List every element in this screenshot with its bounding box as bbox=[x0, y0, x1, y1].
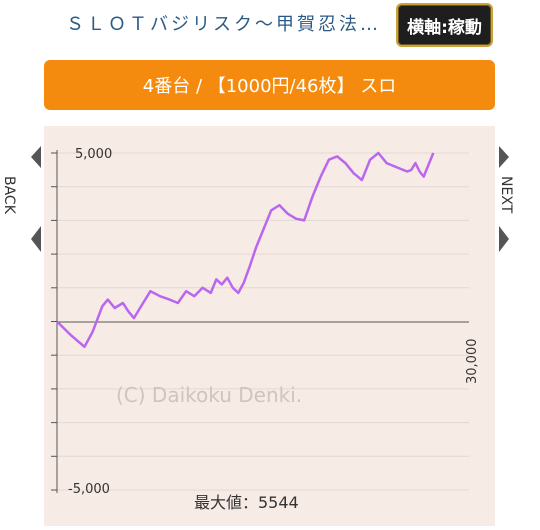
y-tick-label-bottom: -5,000 bbox=[68, 482, 110, 497]
y-tick-label-top: 5,000 bbox=[75, 147, 112, 162]
axis-toggle-button[interactable]: 横軸:稼動 bbox=[396, 3, 493, 47]
machine-banner: 4番台 / 【1000円/46枚】 スロ bbox=[44, 60, 495, 110]
next-arrow-top-icon[interactable] bbox=[499, 146, 509, 168]
next-arrow-bottom-icon[interactable] bbox=[499, 226, 509, 252]
x-tick-label: 30,000 bbox=[465, 339, 480, 385]
back-arrow-top-icon[interactable] bbox=[31, 146, 41, 168]
back-arrow-bottom-icon[interactable] bbox=[31, 226, 41, 252]
watermark: (C) Daikoku Denki. bbox=[116, 383, 302, 407]
chart-area bbox=[44, 126, 495, 526]
series-line bbox=[56, 151, 435, 349]
page-title: ＳＬＯＴバジリスク～甲賀忍法… bbox=[66, 14, 381, 35]
max-value-label: 最大値：5544 bbox=[194, 493, 299, 512]
y-ticks bbox=[51, 152, 57, 491]
grid-lines bbox=[57, 152, 469, 491]
